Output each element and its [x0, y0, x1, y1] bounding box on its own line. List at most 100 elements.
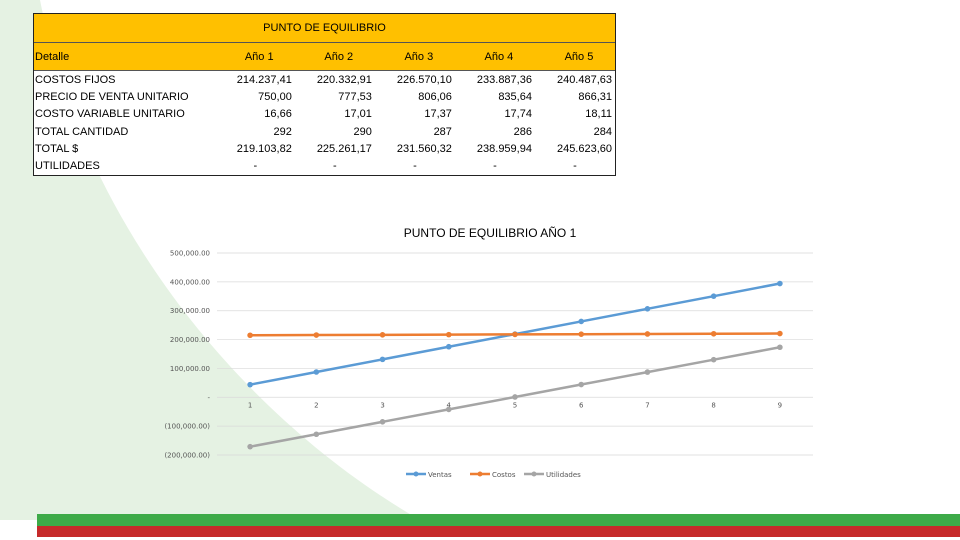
table-cell: 287 — [433, 125, 452, 138]
table-cell: - — [573, 160, 577, 173]
x-tick-label: 9 — [778, 401, 782, 409]
y-tick-label: - — [207, 394, 210, 402]
data-point-costos — [578, 331, 585, 337]
table-cell: 220.332,91 — [316, 73, 372, 86]
table-cell: 245.623,60 — [556, 142, 613, 155]
row-label: UTILIDADES — [35, 160, 100, 173]
data-point-utilidades — [777, 344, 783, 351]
x-tick-label: 6 — [579, 401, 584, 409]
table-cell: 233.887,36 — [476, 73, 532, 86]
table-cell: 292 — [273, 125, 292, 138]
data-point-ventas — [247, 381, 253, 388]
row-label: COSTO VARIABLE UNITARIO — [35, 108, 185, 121]
y-tick-label: 300,000.00 — [170, 307, 210, 315]
table-cell: 231.560,32 — [396, 142, 452, 155]
table-cell: 284 — [593, 125, 613, 138]
data-point-utilidades — [710, 356, 717, 363]
x-tick-label: 8 — [711, 401, 715, 409]
chart-gridlines — [217, 252, 813, 456]
data-point-ventas — [644, 306, 651, 312]
table-cell: 214.237,41 — [236, 73, 292, 86]
table-cell: 17,37 — [424, 108, 452, 121]
table-cell: 777,53 — [338, 90, 372, 103]
table-body: COSTOS FIJOS 214.237,41 220.332,91 226.5… — [34, 71, 615, 175]
y-tick-label: 500,000.00 — [170, 250, 210, 258]
table-cell: 240.487,63 — [556, 73, 613, 86]
table-row: COSTO VARIABLE UNITARIO 16,66 17,01 17,3… — [34, 106, 615, 123]
table-row: COSTOS FIJOS 214.237,41 220.332,91 226.5… — [34, 71, 615, 88]
table-row: TOTAL $ 219.103,82 225.261,17 231.560,32… — [34, 140, 615, 157]
table-cell: 750,00 — [258, 90, 292, 103]
header-year-2: Año 2 — [324, 50, 354, 63]
data-point-ventas — [710, 293, 717, 299]
data-point-ventas — [445, 343, 452, 350]
data-point-utilidades — [644, 369, 651, 375]
table-cell: 806,06 — [418, 90, 452, 103]
row-label: COSTOS FIJOS — [35, 73, 116, 86]
legend-label-ventas: Ventas — [428, 471, 452, 479]
table-row: PRECIO DE VENTA UNITARIO 750,00 777,53 8… — [34, 88, 615, 105]
table-cell: 16,66 — [264, 108, 292, 121]
row-label: PRECIO DE VENTA UNITARIO — [35, 90, 189, 103]
data-point-utilidades — [379, 419, 386, 425]
data-point-costos — [710, 330, 717, 337]
data-point-utilidades — [578, 381, 585, 388]
table-cell: 286 — [513, 125, 532, 138]
table-cell: 835,64 — [498, 90, 532, 103]
y-tick-label: 100,000.00 — [170, 365, 210, 373]
table-cell: 226.570,10 — [396, 73, 452, 86]
y-tick-label: (100,000.00) — [164, 423, 210, 431]
x-tick-label: 3 — [380, 401, 384, 409]
chart-legend: Ventas Costos Utilidades — [406, 471, 581, 479]
table-cell: - — [493, 160, 497, 173]
table-cell: 17,74 — [504, 108, 532, 121]
table-header-row: Detalle Año 1 Año 2 Año 3 Año 4 Año 5 — [34, 43, 615, 71]
legend-label-costos: Costos — [492, 471, 516, 479]
data-point-costos — [445, 331, 452, 338]
data-point-costos — [777, 330, 783, 337]
x-tick-label: 7 — [645, 401, 649, 409]
x-tick-label: 4 — [447, 401, 452, 409]
data-point-costos — [512, 331, 518, 338]
data-point-utilidades — [247, 443, 253, 450]
y-axis-ticks: 500,000.00 400,000.00 300,000.00 200,000.00… — [164, 250, 210, 460]
table-cell: - — [333, 160, 337, 173]
header-detail-label: Detalle — [35, 50, 70, 63]
data-point-ventas — [379, 356, 386, 363]
x-tick-label: 2 — [314, 401, 318, 409]
chart-title: PUNTO DE EQUILIBRIO AÑO 1 — [403, 226, 577, 240]
data-point-utilidades — [313, 431, 320, 438]
data-point-ventas — [578, 318, 585, 325]
row-label: TOTAL CANTIDAD — [35, 125, 129, 138]
break-even-table: PUNTO DE EQUILIBRIO Detalle Año 1 Año 2 … — [33, 13, 616, 176]
table-cell: 18,11 — [585, 108, 613, 121]
legend-label-utilidades: Utilidades — [546, 471, 581, 479]
header-year-3: Año 3 — [404, 50, 434, 63]
header-year-5: Año 5 — [564, 50, 594, 63]
table-cell: 238.959,94 — [476, 142, 532, 155]
data-point-utilidades — [512, 394, 518, 400]
table-row: UTILIDADES - - - - - — [34, 157, 615, 174]
table-cell: 17,01 — [344, 108, 372, 121]
x-axis-ticks: 1 2 3 4 5 6 7 8 9 — [248, 401, 782, 409]
table-cell: 866,31 — [578, 90, 613, 103]
footer-green-band — [37, 514, 960, 526]
table-cell: 290 — [353, 125, 372, 138]
x-tick-label: 5 — [513, 401, 517, 409]
data-point-costos — [644, 331, 651, 337]
y-tick-label: 200,000.00 — [170, 336, 210, 344]
table-cell: - — [253, 160, 258, 173]
table-cell: 219.103,82 — [236, 142, 292, 155]
legend-marker-ventas — [413, 471, 419, 477]
data-point-utilidades — [445, 406, 452, 413]
header-year-4: Año 4 — [484, 50, 514, 63]
header-year-1: Año 1 — [244, 50, 274, 63]
background-swoosh — [0, 0, 420, 520]
legend-marker-utilidades — [531, 471, 537, 477]
y-tick-label: (200,000.00) — [164, 452, 210, 460]
table-cell: - — [413, 160, 417, 173]
table-title: PUNTO DE EQUILIBRIO — [34, 14, 615, 43]
footer-red-band — [37, 526, 960, 537]
